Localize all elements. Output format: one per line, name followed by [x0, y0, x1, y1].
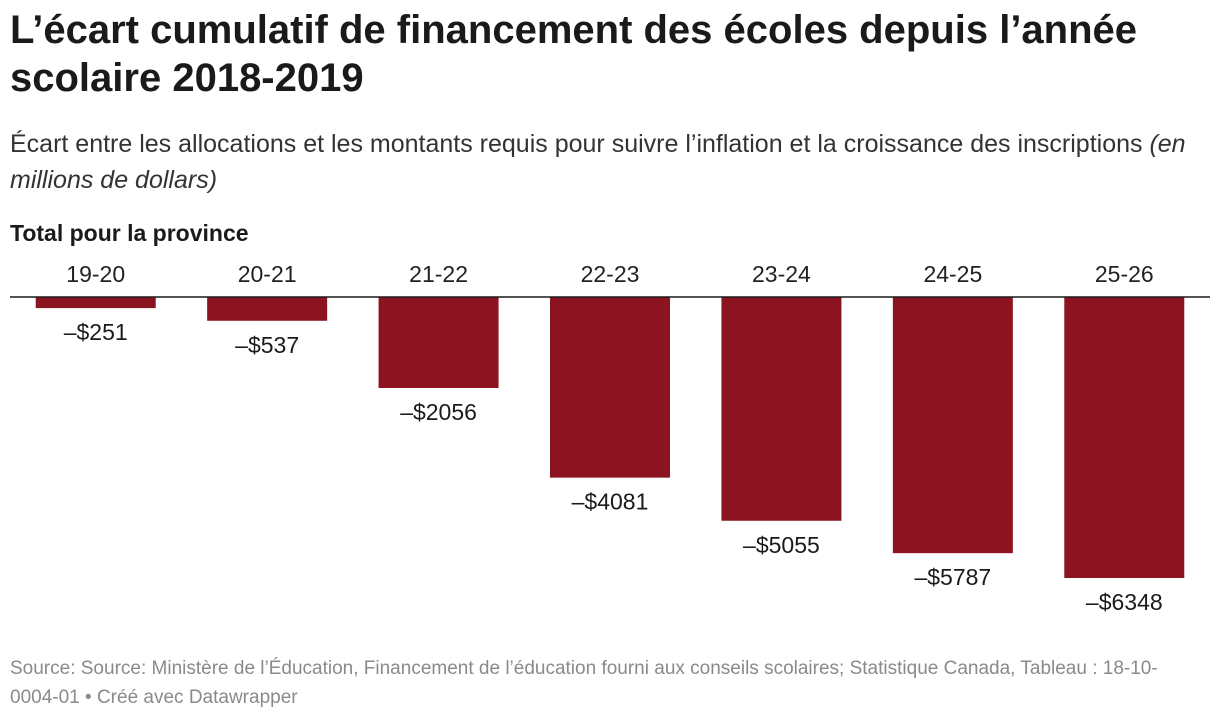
subtitle-text: Écart entre les allocations et les monta… — [10, 130, 1143, 158]
bar — [378, 297, 499, 389]
x-tick-label: 19-20 — [66, 261, 125, 287]
subtitle-unit: (en millions de dollars) — [10, 130, 1186, 194]
x-tick-label: 21-22 — [409, 261, 468, 287]
bar — [1064, 297, 1185, 578]
chart-subtitle: Écart entre les allocations et les monta… — [10, 126, 1200, 198]
bar — [721, 297, 842, 521]
chart-footer: Source: Source: Ministère de l’Éducation… — [10, 654, 1200, 712]
bar — [550, 297, 670, 478]
credit-text: Créé avec Datawrapper — [96, 687, 298, 708]
x-tick-label: 24-25 — [923, 261, 982, 287]
bar-chart: 19-20 –$251 20-21 –$537 21-22 –$2056 22-23 –$40… — [10, 261, 1210, 615]
x-tick-label: 23-24 — [752, 261, 811, 287]
data-label: –$251 — [64, 319, 128, 345]
bar — [892, 297, 1013, 554]
x-tick-label: 20-21 — [238, 261, 297, 287]
footer-separator: • — [85, 687, 92, 708]
bar — [207, 297, 328, 321]
source-text: Source: Source: Ministère de l’Éducation… — [10, 658, 1158, 708]
data-label: –$2056 — [400, 399, 477, 425]
bar — [35, 297, 156, 309]
panel-title: Total pour la province — [10, 220, 249, 246]
x-tick-label: 25-26 — [1095, 261, 1154, 287]
x-tick-label: 22-23 — [581, 261, 640, 287]
data-label: –$6348 — [1086, 589, 1163, 615]
data-label: –$537 — [235, 332, 299, 358]
chart-title: L’écart cumulatif de financement des éco… — [10, 8, 1138, 100]
data-label: –$5787 — [914, 564, 991, 590]
data-label: –$5055 — [743, 532, 820, 558]
data-label: –$4081 — [572, 489, 649, 515]
